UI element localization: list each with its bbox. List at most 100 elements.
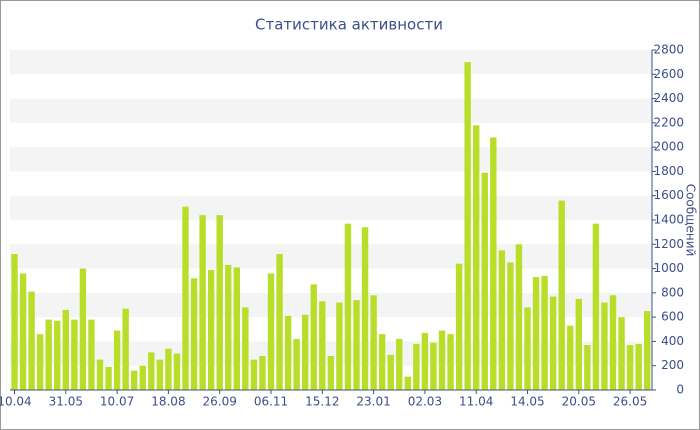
bar: [293, 339, 300, 390]
bar: [148, 352, 155, 390]
x-tick-label: 31.05: [49, 395, 83, 409]
bar: [225, 264, 232, 390]
bar: [515, 244, 523, 390]
bar: [592, 223, 600, 390]
bar: [88, 319, 95, 390]
y-tick-label: 1400: [653, 213, 684, 227]
bar: [601, 302, 608, 390]
bar: [455, 263, 463, 390]
x-tick-label: 14.05: [510, 395, 544, 409]
bar: [105, 366, 112, 390]
bar: [558, 200, 565, 390]
bar: [541, 275, 548, 390]
bar: [464, 62, 471, 391]
bar: [302, 314, 309, 390]
bar: [216, 215, 223, 390]
x-tick-label: 10.04: [0, 395, 32, 409]
y-tick-label: 1800: [653, 164, 684, 178]
bar: [71, 319, 78, 390]
x-tick-label: 06.11: [254, 395, 288, 409]
y-tick-label: 400: [661, 334, 684, 348]
y-tick-label: 2600: [653, 67, 684, 81]
bar: [139, 365, 146, 390]
x-tick-label: 26.05: [613, 395, 647, 409]
bar: [481, 172, 488, 390]
y-axis-label: Сообщений: [684, 184, 698, 257]
bar: [549, 296, 557, 390]
x-tick-label: 20.05: [562, 395, 596, 409]
bar: [54, 320, 61, 390]
x-tick-label: 02.03: [408, 395, 442, 409]
bar: [11, 254, 18, 390]
bar: [336, 302, 343, 390]
bar: [45, 319, 52, 390]
bar: [182, 206, 189, 390]
bar: [498, 250, 506, 390]
bar: [19, 273, 27, 390]
x-tick-label: 10.07: [100, 395, 134, 409]
bar: [62, 309, 69, 390]
x-tick-label: 18.08: [151, 395, 185, 409]
bar: [404, 376, 411, 390]
bar: [507, 262, 514, 390]
grid-band: [10, 98, 652, 123]
bar: [567, 325, 574, 390]
y-tick-label: 800: [661, 285, 684, 299]
bar: [644, 311, 651, 390]
x-tick-label: 11.04: [459, 395, 493, 409]
x-tick-label: 23.01: [356, 395, 390, 409]
bar: [473, 125, 480, 391]
bar: [242, 307, 249, 390]
bar: [96, 359, 104, 390]
bar: [626, 345, 634, 390]
y-tick-label: 1600: [653, 188, 684, 202]
bar: [36, 334, 44, 390]
bar: [575, 298, 582, 390]
bar: [413, 343, 420, 390]
bar: [438, 330, 446, 390]
bar: [156, 359, 164, 390]
grid-band: [10, 50, 652, 75]
bar: [353, 300, 360, 390]
grid-band: [10, 195, 652, 220]
y-tick-label: 2400: [653, 91, 684, 105]
bar: [113, 330, 121, 390]
bar: [635, 343, 642, 390]
y-tick-label: 600: [661, 310, 684, 324]
bar: [131, 370, 138, 390]
x-tick-label: 26.09: [203, 395, 237, 409]
bar: [378, 334, 386, 390]
x-tick-label: 15.12: [305, 395, 339, 409]
bar: [421, 332, 429, 390]
bar: [284, 315, 292, 390]
bar: [276, 254, 283, 390]
bar: [532, 277, 540, 390]
bar: [259, 356, 266, 390]
y-tick-label: 2200: [653, 115, 684, 129]
bar: [165, 348, 172, 390]
y-tick-label: 2800: [653, 43, 684, 57]
grid-band: [10, 244, 652, 269]
bar: [122, 308, 129, 390]
bar: [190, 278, 198, 390]
bar: [319, 301, 326, 390]
bar: [267, 273, 275, 390]
bar: [430, 342, 437, 390]
bar: [173, 353, 181, 390]
bar: [199, 215, 206, 390]
bar: [609, 295, 617, 390]
bar: [584, 345, 591, 390]
bar: [250, 359, 258, 390]
bar: [490, 137, 497, 390]
y-tick-label: 0: [676, 383, 684, 397]
bar: [233, 267, 240, 390]
bar: [207, 269, 215, 390]
grid-band: [10, 147, 652, 172]
y-tick-label: 1000: [653, 261, 684, 275]
bar: [370, 295, 377, 390]
y-tick-label: 200: [661, 358, 684, 372]
chart-title: Статистика активности: [255, 16, 443, 34]
bar: [344, 223, 352, 390]
bar: [28, 291, 35, 390]
bar: [447, 334, 454, 390]
